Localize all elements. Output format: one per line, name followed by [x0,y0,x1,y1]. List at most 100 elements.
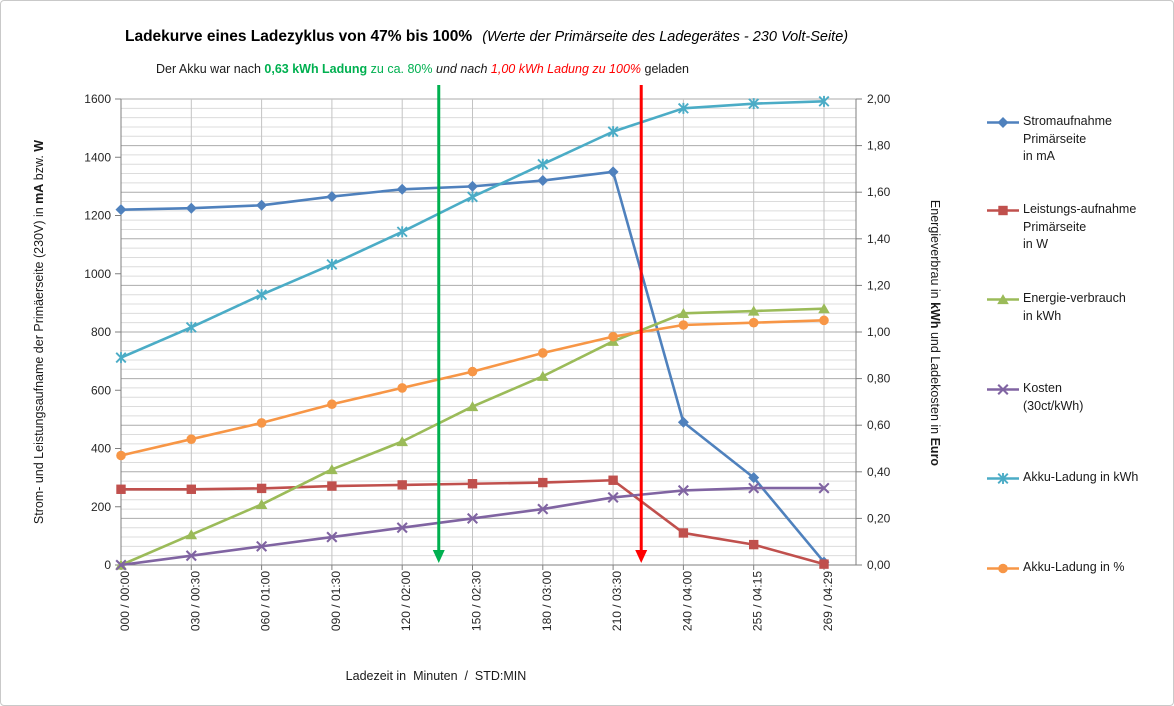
data-point-marker [185,550,197,562]
data-point-marker [467,366,478,377]
chart-title-main: Ladekurve eines Ladezyklus von 47% bis 1… [125,28,473,45]
chart-title: Ladekurve eines Ladezyklus von 47% bis 1… [125,28,848,46]
legend-label: Leistungs-aufnahme Primärseite in W [1023,202,1137,251]
x-tick-label: 210 / 03:30 [610,571,624,631]
x-axis-title: Ladezeit in Minuten / STD:MIN [345,669,527,683]
data-point-marker [185,529,198,540]
y-left-tick-label: 1200 [84,209,111,223]
data-point-marker [186,484,196,494]
note-plain-1: Der Akku war nach [156,62,265,76]
y-left-tick-label: 1000 [84,267,111,281]
data-point-marker [677,102,689,114]
y-left-tick-label: 1400 [84,150,111,164]
data-point-marker [677,416,689,428]
y-right-tick-label: 0,60 [867,418,891,432]
y-right-tick-label: 0,20 [867,511,891,525]
y-left-tick-label: 600 [91,383,111,397]
tick-labels: 0 200 400 600 800 1000 1200 1400 1600 0,00 0,20 0,4… [84,92,890,631]
y-left-tick-label: 400 [91,442,111,456]
data-point-marker [537,158,549,170]
data-point-marker [256,418,267,428]
data-point-marker [607,126,619,138]
data-point-marker [748,482,760,494]
data-point-marker [326,258,338,270]
data-point-marker [256,483,267,494]
x-tick-label: 030 / 00:30 [188,571,202,631]
note-red: 1,00 kWh Ladung zu 100% [490,62,642,76]
y-left-tick-label: 200 [91,500,111,514]
data-point-marker [998,563,1008,573]
legend-item-energieverbrauch-kwh: Energie-verbrauch in kWh [987,290,1126,325]
data-point-marker [998,205,1008,215]
y-right-tick-label: 1,60 [867,185,891,199]
data-point-marker [327,399,337,410]
y-right-tick-label: 1,20 [867,278,891,292]
data-point-marker [185,321,197,333]
legend-label: Akku-Ladung in kWh [1023,470,1139,484]
data-point-marker [819,315,829,326]
legend-key-square-icon [987,205,1019,215]
chart-legend: Stromaufnahme Primärseite in mA Leistungs… [987,1,1173,705]
gridlines [121,98,856,565]
series-akku-ladung-prozent [116,315,829,461]
data-point-marker [677,484,689,496]
data-point-marker [608,331,618,342]
data-point-marker [115,559,127,571]
data-point-marker [396,226,408,238]
legend-key-x-icon [987,383,1019,395]
data-point-marker [537,370,549,381]
legend-key-circle-icon [987,563,1019,573]
data-point-marker [116,450,126,461]
y-right-tick-label: 0,80 [867,372,891,386]
data-point-marker [997,472,1009,484]
data-point-marker [396,183,408,195]
chart-title-sub: (Werte der Primärseite des Ladegerätes -… [482,29,849,45]
x-tick-label: 180 / 03:00 [540,571,554,631]
data-point-marker [678,320,689,330]
data-point-marker [818,95,830,107]
y-right-tick-label: 2,00 [867,92,891,106]
x-tick-label: 090 / 01:30 [329,571,343,631]
legend-item-kosten-euro: Kosten (30ct/kWh) [987,380,1083,415]
data-point-marker [818,303,830,314]
data-point-marker [186,434,197,444]
series-leistungsaufnahme-w [116,475,829,569]
legend-item-stromaufnahme-ma: Stromaufnahme Primärseite in mA [987,113,1112,166]
legend-label: Energie-verbrauch in kWh [1023,291,1126,323]
data-point-marker [538,477,548,488]
data-point-marker [748,98,760,110]
data-point-marker [397,480,407,490]
data-point-marker [748,472,760,484]
y-right-tick-label: 1,80 [867,139,891,153]
data-point-marker [607,166,619,178]
note-italic: und nach [432,62,491,76]
legend-key-triangle-icon [987,293,1019,304]
y-right-tick-label: 1,40 [867,232,891,246]
y-left-tick-label: 1600 [84,92,111,106]
data-point-marker [607,491,619,503]
data-point-marker [678,528,689,538]
data-point-marker [748,317,759,328]
note-green: zu ca. 80% [367,62,433,76]
data-point-marker [185,202,197,214]
data-point-marker [397,383,408,393]
red-arrow [635,85,648,563]
data-point-marker [467,479,478,489]
data-point-marker [537,175,549,187]
data-point-marker [326,464,338,475]
data-point-marker [326,191,338,203]
data-point-marker [467,180,478,192]
data-point-marker [749,539,759,550]
data-point-marker [677,307,690,318]
x-tick-label: 150 / 02:30 [470,571,484,631]
data-point-marker [819,559,829,569]
data-point-marker [537,503,549,515]
note-green-bold: 0,63 kWh Ladung [264,62,368,76]
data-point-marker [997,293,1009,304]
legend-key-asterisk-icon [987,472,1019,484]
x-tick-label: 240 / 04:00 [680,571,694,631]
data-point-marker [256,289,268,301]
series-akku-ladung-kwh [115,95,830,364]
series-kosten-euro [115,482,830,571]
